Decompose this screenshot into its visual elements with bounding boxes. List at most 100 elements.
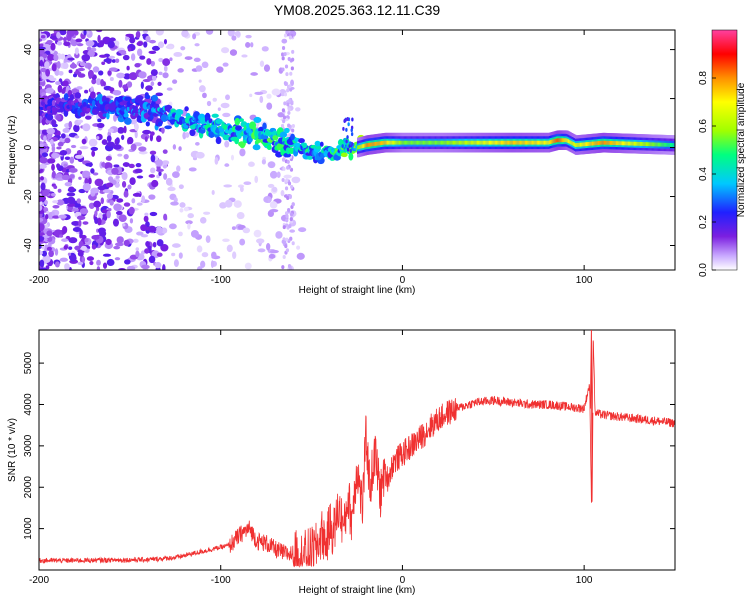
spectrogram-noise-blob: [239, 238, 246, 246]
spectrogram-noise-blob: [118, 214, 127, 222]
spectrogram-noise-blob: [68, 246, 73, 250]
spectrogram-ridge-blob: [157, 121, 163, 127]
snr-frame: [38, 329, 676, 571]
spectrogram-noise-blob: [98, 40, 105, 48]
spectrogram-noise-blob: [211, 189, 215, 196]
spectrogram-noise-blob: [57, 188, 62, 193]
spectrogram-noise-blob: [230, 154, 235, 161]
figure-title: YM08.2025.363.12.11.C39: [274, 2, 441, 18]
spectrogram-noise-blob: [179, 202, 186, 208]
spectrogram-noise-blob: [50, 193, 56, 197]
spectrogram-noise-blob: [73, 124, 80, 133]
spectrogram-noise-blob: [72, 227, 82, 232]
spectrogram-noise-blob: [66, 30, 75, 37]
colorbar-tick-label: 0.4: [698, 167, 709, 181]
spectrogram-ridge-blob: [279, 131, 288, 138]
spectrogram-ridge-blob: [235, 125, 242, 131]
spectrogram-noise-blob: [151, 179, 159, 188]
spectrogram-noise-blob: [167, 186, 176, 192]
spectrogram-noise-blob: [95, 206, 100, 212]
spectrogram-ridge-blob: [344, 118, 347, 123]
spectrogram-noise-blob: [229, 49, 238, 56]
colorbar-tick-label: 0.0: [698, 263, 709, 277]
spectrogram-ridge-blob: [91, 100, 96, 108]
spectrogram-noise-blob: [74, 135, 80, 139]
spectrogram-noise-blob: [106, 141, 115, 147]
spectrogram-noise-blob: [155, 30, 164, 36]
colorbar-gradient: [711, 29, 738, 271]
spectrogram-noise-blob: [64, 137, 71, 144]
spectrogram-ridge-blob: [349, 148, 352, 153]
spectrogram-noise-blob: [156, 135, 162, 143]
spectrogram-noise-blob: [44, 200, 48, 205]
spectrogram-ytick-label: 0: [23, 144, 34, 150]
spectrogram-noise-blob: [283, 92, 288, 97]
spectrogram-noise-blob: [172, 79, 178, 84]
spectrogram-noise-blob: [131, 198, 136, 204]
spectrogram-noise-blob: [113, 245, 121, 250]
spectrogram-ridge-blob: [253, 116, 262, 124]
spectrogram-noise-blob: [163, 65, 168, 72]
spectrogram-noise-blob: [169, 57, 173, 62]
spectrogram-noise-blob: [123, 73, 132, 80]
spectrogram-noise-blob: [39, 235, 45, 241]
spectrogram-noise-blob: [102, 189, 112, 194]
spectrogram-xtick-label: -200: [29, 275, 49, 286]
spectrogram-noise-blob: [135, 250, 140, 258]
spectrogram-noise-blob: [39, 217, 44, 223]
spectrogram-noise-blob: [56, 199, 65, 206]
spectrogram-noise-blob: [171, 243, 181, 248]
spectrogram-noise-blob: [287, 264, 292, 269]
spectrogram-noise-blob: [130, 143, 137, 151]
spectrogram-ridge-blob: [63, 93, 69, 101]
spectrogram-noise-blob: [152, 241, 157, 248]
spectrogram-noise-blob: [41, 152, 49, 158]
spectrogram-noise-blob: [150, 60, 156, 67]
spectrogram-noise-blob: [134, 130, 138, 139]
spectrogram-noise-blob: [128, 163, 135, 169]
spectrogram-noise-blob: [45, 265, 50, 270]
spectrogram-noise-blob: [255, 238, 265, 244]
spectrogram-noise-blob: [85, 162, 93, 167]
spectrogram-noise-blob: [298, 227, 307, 233]
spectrogram-noise-blob: [63, 245, 69, 250]
spectrogram-ridge-blob: [345, 139, 348, 144]
spectrogram-noise-blob: [195, 142, 200, 146]
spectrogram-ridge-blob: [215, 136, 222, 145]
spectrogram-noise-blob: [78, 188, 86, 194]
spectrogram-noise-blob: [281, 177, 285, 182]
spectrogram-noise-blob: [40, 35, 46, 39]
spectrogram-ridge-blob: [346, 147, 350, 152]
spectrogram-noise-blob: [74, 47, 79, 55]
spectrogram-noise-blob: [113, 203, 122, 212]
spectrogram-ridge-blob: [345, 127, 348, 132]
spectrogram-noise-blob: [291, 49, 295, 54]
spectrogram-noise-blob: [282, 115, 287, 120]
spectrogram-noise-blob: [105, 182, 114, 188]
spectrogram-noise-blob: [286, 196, 290, 201]
spectrogram-noise-blob: [291, 241, 295, 246]
spectrogram-noise-blob: [54, 261, 60, 268]
spectrogram-noise-blob: [198, 79, 202, 83]
spectrogram-ridge-blob: [184, 106, 189, 112]
spectrogram-noise-blob: [53, 54, 59, 62]
spectrogram-noise-blob: [178, 146, 182, 152]
spectrogram-noise-blob: [101, 161, 106, 168]
spectrogram-noise-blob: [145, 35, 151, 43]
snr-panel: -200 -100 0 100 1000 2000 3000 4000 5000 Height …: [7, 329, 676, 596]
spectrogram-noise-blob: [290, 184, 294, 189]
spectrogram-noise-blob: [220, 102, 230, 109]
spectrogram-ridge-blob: [266, 144, 272, 151]
spectrogram-noise-blob: [56, 41, 63, 46]
spectrogram-noise-blob: [87, 49, 95, 58]
spectrogram-noise-blob: [287, 56, 291, 61]
spectrogram-noise-blob: [155, 226, 163, 235]
spectrogram-noise-blob: [112, 144, 122, 150]
snr-ytick-label: 5000: [23, 352, 34, 375]
spectrogram-noise-blob: [139, 55, 146, 60]
spectrogram-noise-blob: [261, 46, 269, 52]
spectrogram-ridge-blob: [106, 112, 110, 120]
spectrogram-noise-blob: [184, 56, 193, 60]
spectrogram-noise-blob: [94, 178, 104, 187]
spectrogram-noise-blob: [170, 201, 179, 206]
